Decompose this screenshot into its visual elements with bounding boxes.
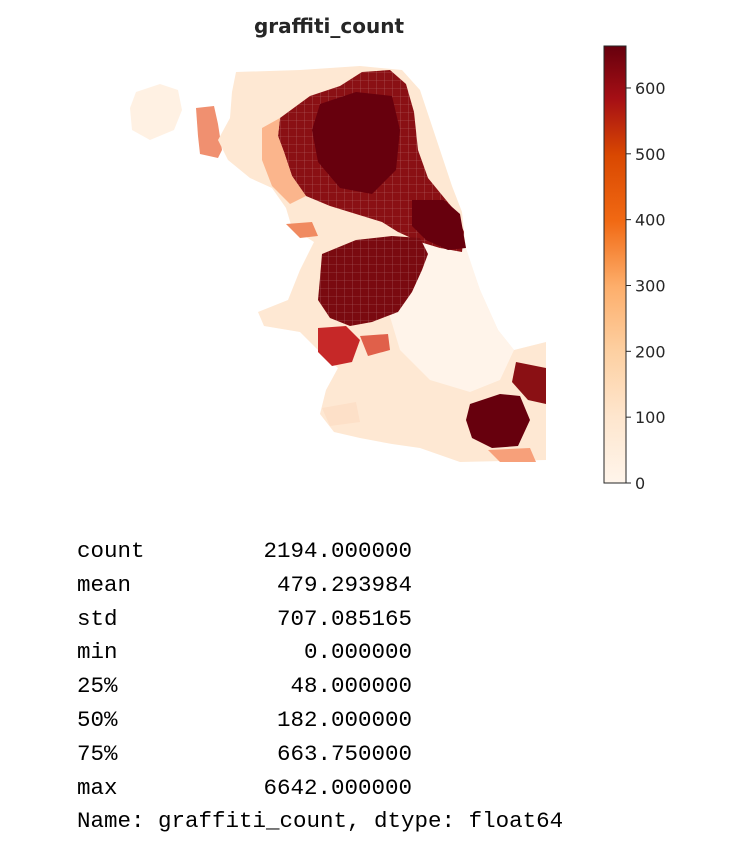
stat-key: 75% [77, 740, 118, 767]
stat-row: mean 479.293984 [77, 569, 563, 603]
map-title: graffiti_count [253, 14, 405, 38]
colorbar: 0 100 200 300 400 500 600 [603, 45, 666, 493]
stat-row: max 6642.000000 [77, 772, 563, 806]
colorbar-tick-label: 100 [635, 408, 666, 427]
colorbar-tick-label: 200 [635, 342, 666, 361]
stat-value: 6642.000000 [263, 774, 412, 801]
region-west-fringe [286, 222, 318, 238]
stat-row: 25% 48.000000 [77, 670, 563, 704]
region-north-core [312, 92, 400, 194]
stat-row: min 0.000000 [77, 636, 563, 670]
stat-value: 479.293984 [276, 571, 412, 598]
colorbar-gradient [603, 45, 627, 484]
stats-table: count 2194.000000 mean 479.293984 std 707.085… [77, 535, 563, 805]
region-southeast-core [466, 394, 530, 448]
region-northwest-pocket [196, 106, 222, 158]
stat-row: count 2194.000000 [77, 535, 563, 569]
choropleth-figure: 0 100 200 300 400 500 600 [130, 45, 666, 493]
stat-value: 663.750000 [276, 740, 412, 767]
stat-key: mean [77, 571, 132, 598]
stat-value: 48.000000 [290, 673, 412, 700]
region-southeast-edge [488, 448, 536, 462]
stat-key: 25% [77, 673, 118, 700]
stat-key: std [77, 605, 118, 632]
describe-output: count 2194.000000 mean 479.293984 std 707.085… [77, 535, 563, 839]
stat-key: count [77, 538, 145, 564]
region-southeast-fringe [512, 362, 546, 404]
region-southwest-pocket [318, 326, 360, 366]
stat-value: 2194.000000 [263, 538, 412, 564]
stat-value: 707.085165 [276, 605, 412, 632]
colorbar-tick-label: 0 [635, 474, 645, 493]
region-ohare [130, 84, 182, 140]
colorbar-tick-label: 300 [635, 276, 666, 295]
stat-key: 50% [77, 706, 118, 733]
stat-row: std 707.085165 [77, 603, 563, 637]
colorbar-tick-label: 600 [635, 79, 666, 98]
city-map [130, 66, 546, 462]
region-loop-core [412, 200, 466, 250]
stat-value: 182.000000 [276, 706, 412, 733]
colorbar-tick-label: 400 [635, 211, 666, 230]
colorbar-ticks: 0 100 200 300 400 500 600 [626, 79, 666, 493]
stat-row: 75% 663.750000 [77, 738, 563, 772]
series-name-line: Name: graffiti_count, dtype: float64 [77, 808, 564, 835]
stat-key: max [77, 774, 118, 801]
region-north-ring [262, 118, 306, 204]
region-west-tracts [318, 236, 428, 326]
region-southwest-fringe [360, 334, 390, 356]
stat-value: 0.000000 [303, 639, 412, 666]
region-south-strip [322, 402, 360, 426]
stat-row: 50% 182.000000 [77, 704, 563, 738]
stat-key: min [77, 639, 118, 666]
colorbar-tick-label: 500 [635, 145, 666, 164]
